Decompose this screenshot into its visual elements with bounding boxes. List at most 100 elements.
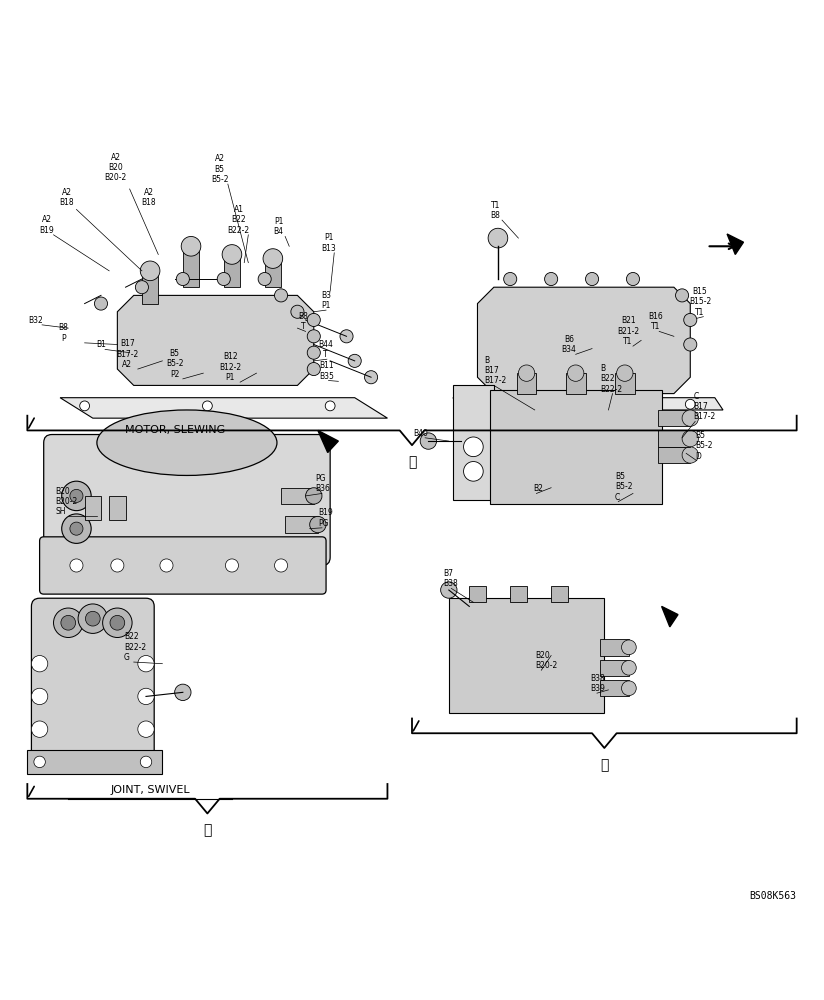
Circle shape (31, 656, 48, 672)
Text: B20
B20-2: B20 B20-2 (535, 651, 557, 670)
Text: B6
B34: B6 B34 (562, 335, 577, 354)
Polygon shape (662, 606, 678, 627)
Text: B15
B15-2
T1: B15 B15-2 T1 (689, 287, 711, 317)
Circle shape (70, 489, 83, 502)
Bar (600, 639, 629, 656)
Text: B5
B5-2
P2: B5 B5-2 P2 (166, 349, 184, 379)
Text: B17
B17-2
A2: B17 B17-2 A2 (116, 339, 138, 369)
Text: B19
PG: B19 PG (319, 508, 334, 528)
Circle shape (307, 363, 321, 376)
Circle shape (684, 338, 697, 351)
Circle shape (176, 272, 190, 286)
Text: A2
B18: A2 B18 (59, 188, 74, 207)
Text: B3
P1: B3 P1 (321, 291, 331, 310)
Circle shape (503, 272, 517, 286)
Circle shape (518, 365, 535, 381)
Circle shape (682, 410, 699, 426)
Circle shape (95, 297, 108, 310)
Text: B
B22
B22-2: B B22 B22-2 (600, 364, 622, 394)
Bar (224, 254, 240, 287)
Circle shape (676, 289, 689, 302)
Text: A1
B22
B22-2: A1 B22 B22-2 (227, 205, 250, 235)
Circle shape (682, 430, 699, 447)
Text: B44
T: B44 T (318, 340, 333, 359)
Bar (27, 750, 162, 774)
Text: A2
B20
B20-2: A2 B20 B20-2 (105, 153, 127, 182)
Ellipse shape (97, 410, 277, 475)
Circle shape (31, 721, 48, 737)
Text: B22
B22-2
G: B22 B22-2 G (124, 632, 146, 662)
Bar (551, 586, 568, 602)
Circle shape (274, 559, 288, 572)
Circle shape (686, 399, 695, 409)
Circle shape (181, 236, 201, 256)
Circle shape (138, 688, 154, 705)
Circle shape (586, 272, 598, 286)
Bar (658, 447, 691, 463)
Circle shape (488, 228, 508, 248)
Bar (265, 259, 281, 287)
Text: B1: B1 (96, 340, 106, 349)
FancyBboxPatch shape (449, 598, 604, 713)
Text: B8
T: B8 T (298, 312, 308, 331)
FancyBboxPatch shape (40, 537, 326, 594)
Circle shape (175, 684, 191, 701)
Circle shape (103, 608, 132, 637)
Text: B2: B2 (533, 484, 543, 493)
Circle shape (473, 399, 482, 409)
Circle shape (61, 615, 76, 630)
Bar (494, 610, 535, 701)
Circle shape (621, 681, 636, 696)
Text: B40: B40 (414, 429, 428, 438)
Circle shape (226, 559, 238, 572)
Text: B5
B5-2
D: B5 B5-2 D (695, 431, 713, 461)
Text: B16
T1: B16 T1 (648, 312, 663, 331)
Circle shape (626, 272, 639, 286)
Bar (85, 496, 101, 520)
Circle shape (545, 272, 558, 286)
Circle shape (621, 660, 636, 675)
Bar (600, 680, 629, 696)
Circle shape (441, 582, 457, 598)
Circle shape (464, 437, 483, 457)
Circle shape (135, 281, 148, 294)
Circle shape (621, 640, 636, 655)
Circle shape (258, 272, 271, 286)
Text: B20
B20-2
SH: B20 B20-2 SH (55, 487, 77, 516)
Text: B21
B21-2
T1: B21 B21-2 T1 (617, 316, 639, 346)
Polygon shape (477, 287, 691, 394)
Circle shape (263, 249, 283, 268)
Circle shape (140, 756, 152, 768)
Bar (510, 586, 527, 602)
Text: P1
B13: P1 B13 (321, 233, 336, 253)
Circle shape (291, 305, 304, 318)
Circle shape (86, 611, 101, 626)
Circle shape (138, 721, 154, 737)
Bar (183, 246, 199, 287)
Polygon shape (318, 430, 339, 453)
Circle shape (222, 245, 241, 264)
Circle shape (420, 433, 437, 449)
Bar (517, 373, 536, 394)
Text: B
B17
B17-2: B B17 B17-2 (484, 356, 506, 385)
Text: BS08K563: BS08K563 (750, 891, 797, 901)
Text: P1
B4: P1 B4 (274, 217, 283, 236)
Bar (109, 496, 125, 520)
Text: B7
B38: B7 B38 (443, 569, 458, 588)
Bar (285, 516, 318, 533)
Circle shape (307, 346, 321, 359)
Circle shape (203, 401, 213, 411)
Bar (658, 410, 691, 426)
Circle shape (684, 313, 697, 326)
Circle shape (110, 615, 124, 630)
Circle shape (349, 354, 361, 367)
Circle shape (616, 365, 633, 381)
Polygon shape (60, 398, 387, 418)
Text: B8
P: B8 P (59, 323, 68, 343)
Bar (470, 586, 485, 602)
Circle shape (54, 608, 83, 637)
Polygon shape (117, 295, 314, 385)
Circle shape (682, 447, 699, 463)
Circle shape (307, 313, 321, 326)
Circle shape (340, 330, 353, 343)
